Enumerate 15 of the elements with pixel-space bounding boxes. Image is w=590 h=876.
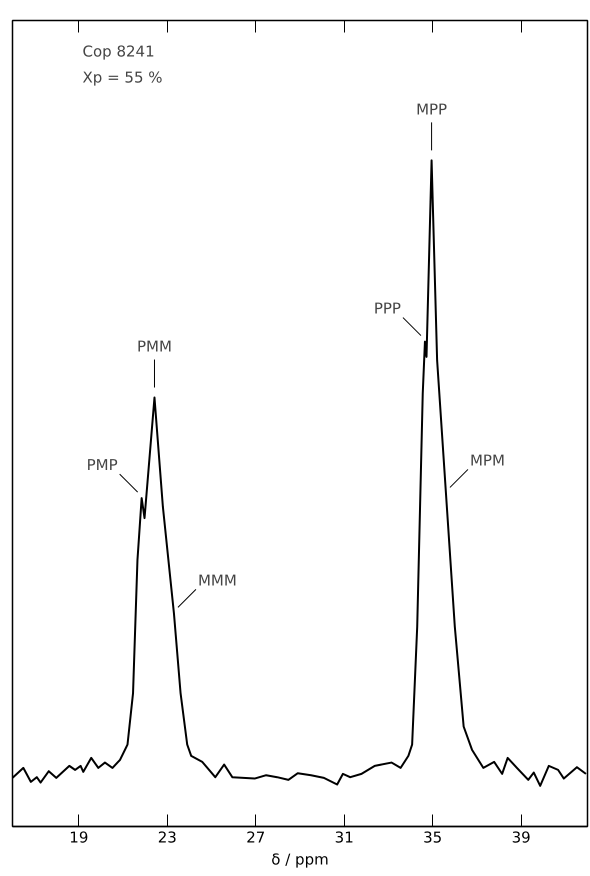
x-axis-title: δ / ppm [271,850,329,868]
annotation: MPP [416,100,448,118]
x-tick-label: 39 [512,828,531,846]
x-tick-label: 19 [69,828,88,846]
annotation: PMM [137,338,172,356]
x-tick-label: 35 [423,828,442,846]
annotation: PMP [86,456,118,474]
x-tick-label: 23 [158,828,177,846]
text: Cop 8241 [82,42,155,60]
x-tick-label: 31 [334,828,354,846]
annotation: MMM [198,571,237,590]
text: Xp = 55 % [82,68,163,86]
x-tick-label: 27 [246,828,266,846]
annotation: PPP [374,300,401,318]
annotation: MPM [470,451,505,470]
